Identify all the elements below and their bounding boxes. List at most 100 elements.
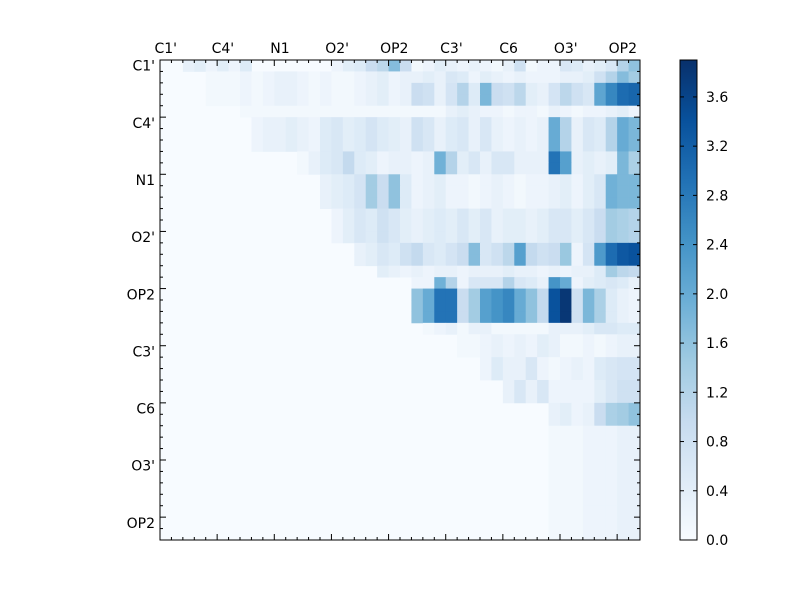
heatmap-cell: [617, 345, 629, 358]
colorbar-tick-label: 2.4: [706, 238, 728, 254]
heatmap-cell: [502, 265, 515, 278]
heatmap-cell: [514, 300, 527, 312]
heatmap-cell: [537, 277, 549, 289]
heatmap-cell: [525, 368, 538, 381]
heatmap-cell: [560, 517, 572, 529]
heatmap-cell: [560, 425, 572, 438]
heatmap-cell: [434, 254, 447, 267]
heatmap-cell: [605, 368, 618, 381]
heatmap-cell: [445, 220, 458, 232]
heatmap-cell: [445, 231, 458, 244]
heatmap-cell: [445, 162, 458, 175]
heatmap-cell: [285, 71, 298, 84]
heatmap-cell: [502, 71, 515, 84]
heatmap-cell: [320, 117, 332, 129]
x-tick-label: C6: [499, 41, 518, 57]
heatmap-cell: [605, 162, 618, 175]
heatmap-cell: [457, 334, 469, 347]
heatmap-cell: [422, 162, 435, 175]
heatmap-cell: [525, 277, 538, 289]
heatmap-cell: [434, 151, 447, 164]
heatmap-cell: [320, 105, 332, 118]
heatmap-cell: [628, 380, 641, 392]
heatmap-cell: [240, 60, 252, 72]
heatmap-cell: [422, 220, 435, 232]
y-tick-label: O2': [131, 230, 155, 246]
heatmap-cell: [560, 277, 572, 289]
colorbar-tick-label: 0.0: [706, 533, 728, 549]
heatmap-cell: [491, 162, 504, 175]
heatmap-cell: [400, 71, 412, 84]
heatmap-cell: [548, 380, 561, 392]
heatmap-cell: [388, 60, 401, 72]
heatmap-cell: [445, 174, 458, 187]
heatmap-cell: [582, 345, 595, 358]
heatmap-cell: [525, 94, 538, 107]
heatmap-cell: [560, 334, 572, 347]
heatmap-cell: [628, 437, 641, 449]
heatmap-cell: [560, 380, 572, 392]
heatmap-cell: [594, 528, 607, 541]
heatmap-cell: [537, 265, 549, 278]
x-tick-label: C4': [212, 41, 235, 57]
heatmap-cell: [594, 391, 607, 404]
heatmap-cell: [548, 105, 561, 118]
heatmap-cell: [422, 105, 435, 118]
heatmap-cell: [571, 311, 584, 324]
heatmap-cell: [342, 208, 355, 221]
heatmap-cell: [354, 197, 367, 209]
heatmap-cell: [502, 368, 515, 381]
heatmap-cell: [537, 288, 549, 301]
heatmap-cell: [571, 517, 584, 529]
heatmap-cell: [560, 242, 572, 255]
heatmap-cell: [377, 140, 389, 152]
heatmap-cell: [480, 322, 492, 335]
heatmap-cell: [388, 94, 401, 107]
heatmap-cell: [400, 128, 412, 141]
heatmap-cell: [331, 197, 344, 209]
colorbar-ticks: 0.0 0.4 0.8 1.2 1.6 2.0 2.4 2.8 3.2 3.6: [680, 90, 728, 549]
colorbar-tick-label: 2.8: [706, 188, 728, 204]
heatmap-cell: [491, 231, 504, 244]
heatmap-cell: [548, 322, 561, 335]
heatmap-cell: [388, 265, 401, 278]
heatmap-cell: [480, 288, 492, 301]
heatmap-cell: [377, 208, 389, 221]
heatmap-cell: [491, 174, 504, 187]
heatmap-cell: [617, 460, 629, 472]
heatmap-cell: [617, 380, 629, 392]
heatmap-cell: [582, 208, 595, 221]
heatmap-cell: [525, 197, 538, 209]
heatmap-cell: [365, 71, 378, 84]
heatmap-cell: [628, 265, 641, 278]
heatmap-cell: [354, 185, 367, 198]
heatmap-cell: [468, 105, 481, 118]
heatmap-cell: [617, 117, 629, 129]
heatmap-cell: [468, 140, 481, 152]
heatmap-cell: [628, 128, 641, 141]
heatmap-cell: [217, 60, 229, 72]
heatmap-cell: [525, 185, 538, 198]
heatmap-cell: [594, 231, 607, 244]
heatmap-cell: [445, 105, 458, 118]
heatmap-cell: [480, 105, 492, 118]
heatmap-cell: [628, 391, 641, 404]
heatmap-cell: [582, 105, 595, 118]
heatmap-cell: [491, 265, 504, 278]
heatmap-cell: [457, 254, 469, 267]
heatmap-cell: [617, 311, 629, 324]
heatmap-cell: [594, 220, 607, 232]
heatmap-cell: [377, 117, 389, 129]
heatmap-cell: [400, 174, 412, 187]
heatmap-cell: [422, 174, 435, 187]
heatmap-cell: [445, 185, 458, 198]
heatmap-cell: [205, 94, 218, 107]
heatmap-cell: [411, 220, 424, 232]
heatmap-cell: [217, 94, 229, 107]
heatmap-cell: [377, 128, 389, 141]
heatmap-cell: [560, 162, 572, 175]
heatmap-cell: [525, 254, 538, 267]
heatmap-cell: [560, 414, 572, 427]
heatmap-cell: [617, 322, 629, 335]
